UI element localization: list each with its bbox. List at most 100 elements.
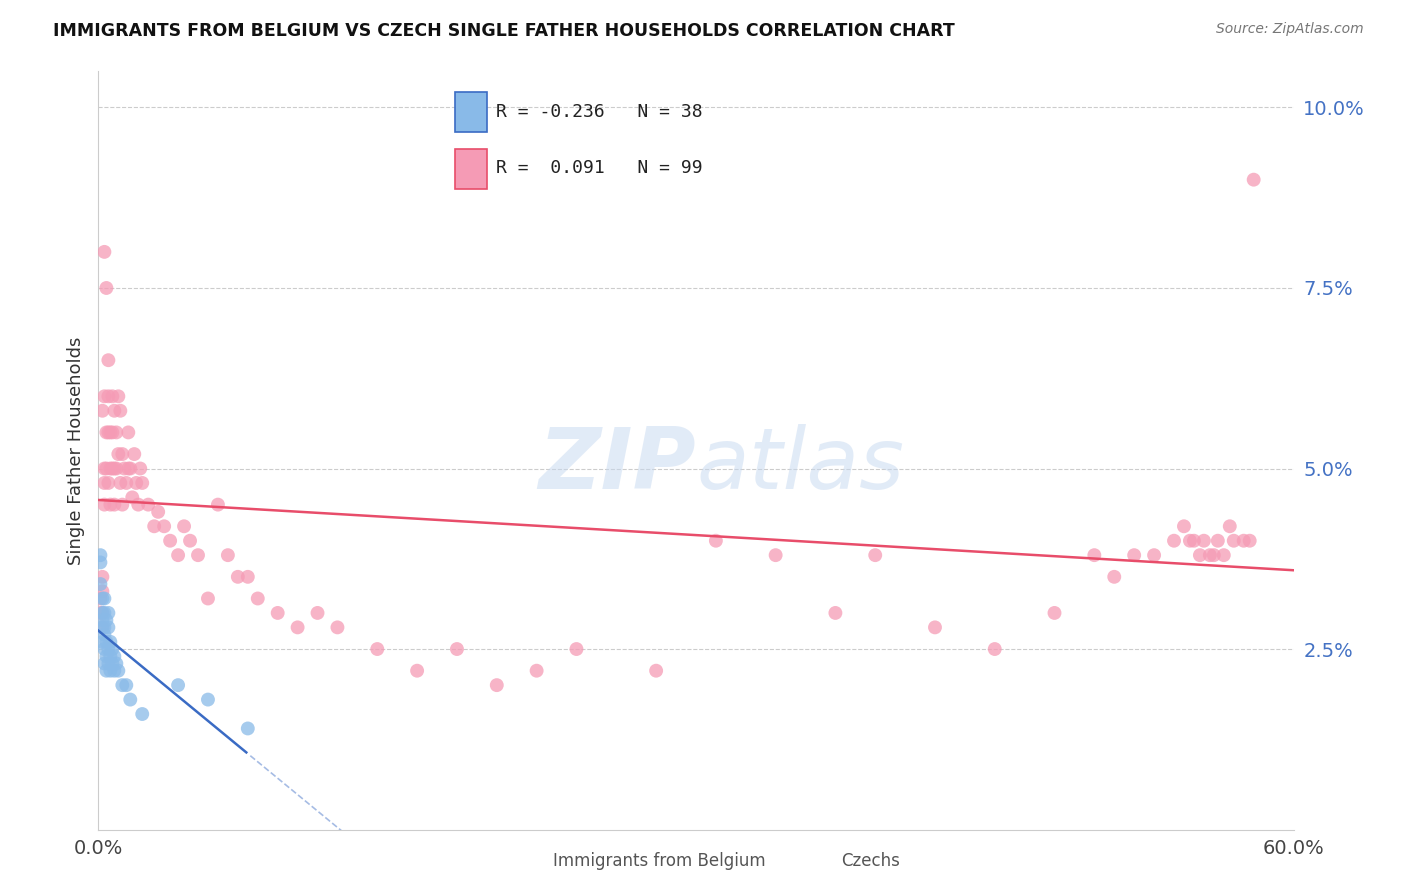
Point	[129, 461, 152, 475]
Point	[187, 548, 209, 562]
Point	[97, 606, 120, 620]
Point	[125, 475, 148, 490]
Point	[89, 591, 111, 606]
Point	[326, 620, 349, 634]
Point	[197, 692, 219, 706]
Point	[1043, 606, 1066, 620]
Point	[96, 281, 118, 295]
Point	[93, 498, 115, 512]
Point	[96, 664, 118, 678]
Point	[97, 475, 120, 490]
Point	[93, 461, 115, 475]
Point	[93, 657, 115, 671]
Point	[98, 461, 122, 475]
Point	[93, 475, 115, 490]
Point	[111, 678, 134, 692]
Point	[103, 461, 125, 475]
Point	[121, 491, 143, 505]
Point	[120, 692, 142, 706]
Point	[765, 548, 787, 562]
Point	[110, 475, 132, 490]
Point	[97, 642, 120, 657]
Point	[1223, 533, 1246, 548]
Point	[93, 606, 115, 620]
Point	[1188, 548, 1211, 562]
Point	[307, 606, 329, 620]
Point	[111, 447, 134, 461]
Point	[366, 642, 388, 657]
Point	[207, 498, 229, 512]
Point	[267, 606, 290, 620]
Point	[1192, 533, 1215, 548]
Point	[91, 613, 114, 627]
Point	[287, 620, 309, 634]
Point	[107, 664, 129, 678]
Point	[1083, 548, 1105, 562]
Point	[97, 425, 120, 440]
Point	[105, 425, 128, 440]
Point	[105, 461, 128, 475]
Text: Immigrants from Belgium: Immigrants from Belgium	[553, 852, 765, 871]
FancyBboxPatch shape	[454, 93, 486, 132]
Point	[107, 389, 129, 403]
Point	[1212, 548, 1234, 562]
Point	[98, 635, 122, 649]
Point	[103, 498, 125, 512]
Point	[96, 649, 118, 664]
Text: ZIP: ZIP	[538, 424, 696, 508]
Point	[89, 548, 111, 562]
Point	[173, 519, 195, 533]
Point	[98, 498, 122, 512]
Point	[526, 664, 548, 678]
Text: Czechs: Czechs	[841, 852, 900, 871]
Point	[96, 425, 118, 440]
Point	[984, 642, 1007, 657]
Point	[136, 498, 159, 512]
Point	[179, 533, 201, 548]
Point	[97, 353, 120, 368]
Point	[103, 664, 125, 678]
Point	[117, 425, 139, 440]
Point	[103, 649, 125, 664]
Point	[565, 642, 588, 657]
Point	[97, 389, 120, 403]
Point	[131, 706, 153, 721]
Text: IMMIGRANTS FROM BELGIUM VS CZECH SINGLE FATHER HOUSEHOLDS CORRELATION CHART: IMMIGRANTS FROM BELGIUM VS CZECH SINGLE …	[53, 22, 955, 40]
Point	[96, 635, 118, 649]
Point	[143, 519, 166, 533]
Point	[1202, 548, 1225, 562]
Point	[93, 620, 115, 634]
Point	[124, 447, 146, 461]
Point	[1233, 533, 1256, 548]
Point	[93, 642, 115, 657]
Y-axis label: Single Father Households: Single Father Households	[66, 336, 84, 565]
Point	[1123, 548, 1146, 562]
Point	[97, 657, 120, 671]
Point	[865, 548, 887, 562]
Point	[97, 620, 120, 634]
Point	[91, 606, 114, 620]
Point	[115, 475, 138, 490]
Point	[107, 447, 129, 461]
Point	[131, 475, 153, 490]
Point	[1104, 570, 1126, 584]
Point	[159, 533, 181, 548]
Point	[91, 570, 114, 584]
Text: atlas: atlas	[696, 424, 904, 508]
Point	[1143, 548, 1166, 562]
Point	[101, 642, 124, 657]
Text: R =  0.091   N = 99: R = 0.091 N = 99	[496, 159, 703, 177]
Point	[101, 461, 124, 475]
Point	[1243, 172, 1265, 186]
Point	[89, 577, 111, 591]
Point	[406, 664, 429, 678]
Point	[120, 461, 142, 475]
Point	[93, 591, 115, 606]
Point	[91, 620, 114, 634]
Point	[485, 678, 508, 692]
Point	[167, 678, 190, 692]
FancyBboxPatch shape	[454, 149, 486, 188]
Point	[112, 461, 135, 475]
Point	[197, 591, 219, 606]
Point	[217, 548, 239, 562]
